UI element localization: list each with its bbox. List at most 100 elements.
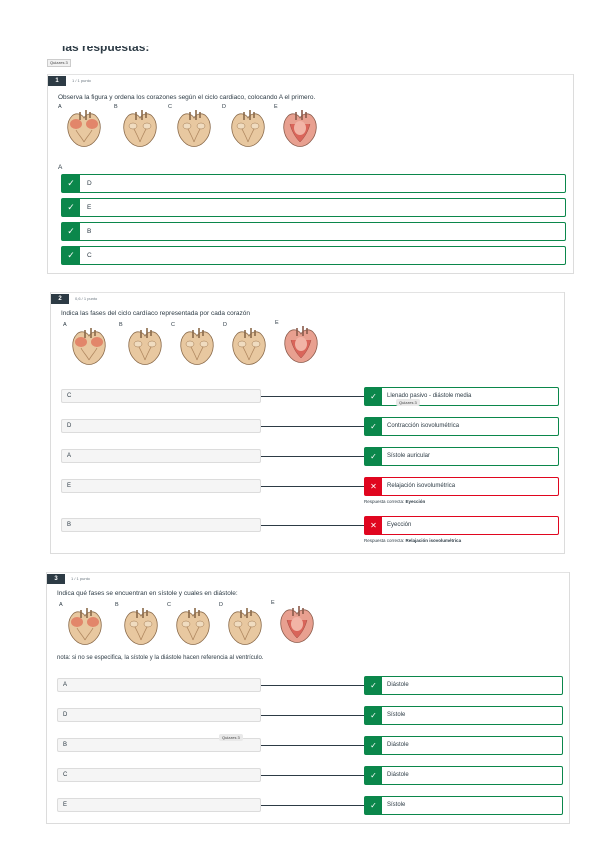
question-text: Observa la figura y ordena los corazones… [58, 94, 316, 101]
match-left-box: A [61, 449, 261, 463]
question-1: 1 1 / 1 punto Observa la figura y ordena… [47, 74, 574, 274]
heart-image-c: C [167, 602, 215, 646]
match-left-text: E [63, 802, 68, 808]
check-icon: ✓ [365, 388, 382, 405]
match-answer[interactable]: ✕ Eyección [364, 516, 559, 535]
heart-label: A [58, 104, 62, 110]
question-note: nota: si no se especifica, la sístole y … [57, 655, 264, 661]
heart-image-b: B [115, 602, 163, 646]
match-answer-text: Diástole [387, 742, 409, 748]
order-answer-text: D [87, 180, 92, 187]
question-text: Indica qué fases se encuentran en sístol… [57, 590, 238, 597]
question-number: 2 [51, 294, 69, 304]
check-icon: ✓ [62, 175, 80, 192]
check-icon: ✓ [365, 448, 382, 465]
heart-image-d: D [223, 322, 271, 366]
question-text: Indica las fases del ciclo cardíaco repr… [61, 310, 250, 317]
match-left-text: C [67, 393, 72, 399]
quizzes-floating-tag: Quizzes 3 [396, 399, 420, 406]
heart-label: A [59, 602, 63, 608]
match-left-text: D [63, 712, 68, 718]
heart-label: C [168, 104, 172, 110]
match-connector [261, 426, 364, 427]
check-icon: ✓ [62, 199, 80, 216]
heart-image-a: A [59, 602, 107, 646]
match-answer-text: Llenado pasivo - diástole media [387, 393, 472, 399]
x-icon: ✕ [365, 517, 382, 534]
question-number: 3 [47, 574, 65, 584]
match-left-box: A [57, 678, 261, 692]
check-icon: ✓ [365, 737, 382, 754]
x-icon: ✕ [365, 478, 382, 495]
match-left-box: E [61, 479, 261, 493]
heart-label: D [219, 602, 223, 608]
match-left-box: B [57, 738, 261, 752]
heart-image-e: E [271, 600, 319, 644]
correct-answer-note: Respuesta correcta: Eyección [364, 499, 425, 504]
match-connector [261, 525, 364, 526]
match-answer[interactable]: ✓ Sístole [364, 706, 563, 725]
match-connector [261, 775, 364, 776]
correct-answer-value: Relajación isovolumétrica [405, 538, 462, 543]
check-icon: ✓ [365, 707, 382, 724]
question-2-header: 2 0,6 / 1 punto [51, 292, 564, 304]
order-answer-text: B [87, 228, 92, 235]
match-answer-text: Diástole [387, 772, 409, 778]
heart-label: B [119, 322, 123, 328]
heart-image-e: E [275, 320, 323, 364]
match-left-box: C [61, 389, 261, 403]
match-answer-text: Sístole [387, 712, 406, 718]
match-left-box: D [61, 419, 261, 433]
first-position-label: A [58, 164, 63, 171]
question-1-header: 1 1 / 1 punto [48, 74, 573, 86]
heart-image-c: C [171, 322, 219, 366]
heart-label: B [115, 602, 119, 608]
match-answer-text: Relajación isovolumétrica [387, 483, 456, 489]
check-icon: ✓ [62, 223, 80, 240]
heart-image-a: A [58, 104, 106, 148]
question-3-header: 3 1 / 1 punto [47, 572, 569, 584]
question-3: 3 1 / 1 punto Indica qué fases se encuen… [46, 572, 570, 824]
question-points: 1 / 1 punto [72, 78, 91, 83]
order-answer-row[interactable]: ✓ C [61, 246, 566, 265]
match-answer[interactable]: ✓ Llenado pasivo - diástole media [364, 387, 559, 406]
match-left-box: D [57, 708, 261, 722]
check-icon: ✓ [365, 767, 382, 784]
match-connector [261, 685, 364, 686]
quizzes-floating-tag: Quizzes 3 [219, 734, 243, 741]
match-connector [261, 396, 364, 397]
check-icon: ✓ [365, 418, 382, 435]
correct-answer-value: Eyección [405, 499, 426, 504]
match-connector [261, 745, 364, 746]
match-answer[interactable]: ✓ Diástole [364, 766, 563, 785]
correct-answer-label: Respuesta correcta: [364, 538, 405, 543]
quizzes-tag: Quizzes 3 [47, 59, 71, 67]
match-answer[interactable]: ✕ Relajación isovolumétrica [364, 477, 559, 496]
heart-label: E [271, 600, 275, 606]
check-icon: ✓ [365, 797, 382, 814]
order-answer-row[interactable]: ✓ E [61, 198, 566, 217]
match-answer[interactable]: ✓ Contracción isovolumétrica [364, 417, 559, 436]
match-answer[interactable]: ✓ Sístole [364, 796, 563, 815]
match-answer[interactable]: ✓ Diástole [364, 736, 563, 755]
match-connector [261, 805, 364, 806]
match-answer-text: Eyección [387, 522, 412, 528]
match-answer[interactable]: ✓ Diástole [364, 676, 563, 695]
heart-label: C [167, 602, 171, 608]
question-points: 1 / 1 punto [71, 576, 90, 581]
heart-image-a: A [63, 322, 111, 366]
order-answer-text: E [87, 204, 92, 211]
question-2: 2 0,6 / 1 punto Indica las fases del cic… [50, 292, 565, 554]
match-answer-text: Diástole [387, 682, 409, 688]
match-connector [261, 486, 364, 487]
page-heading: las respuestas: [62, 46, 150, 54]
match-left-text: B [63, 742, 68, 748]
heart-label: E [275, 320, 279, 326]
heart-image-c: C [168, 104, 216, 148]
correct-answer-label: Respuesta correcta: [364, 499, 405, 504]
order-answer-row[interactable]: ✓ B [61, 222, 566, 241]
match-left-text: B [67, 522, 72, 528]
order-answer-row[interactable]: ✓ D [61, 174, 566, 193]
match-left-box: B [61, 518, 261, 532]
match-answer[interactable]: ✓ Sístole auricular [364, 447, 559, 466]
